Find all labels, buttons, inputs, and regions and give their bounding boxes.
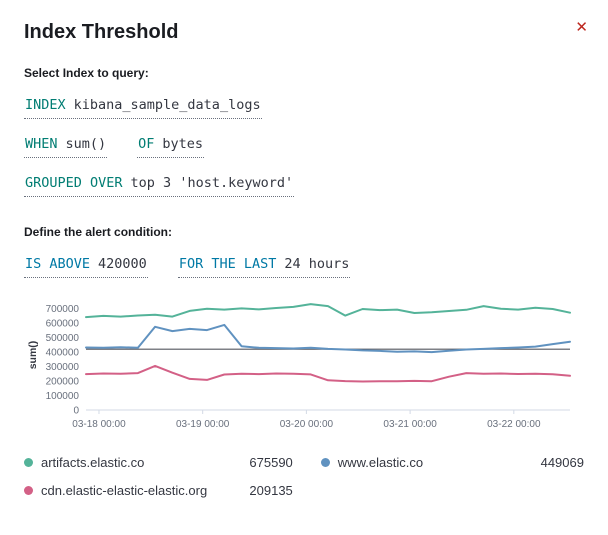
svg-text:03-19 00:00: 03-19 00:00 (176, 419, 230, 430)
of-expression[interactable]: OF bytes (137, 135, 205, 158)
series-label: cdn.elastic-elastic-elastic.org (41, 482, 208, 498)
grouped-over-keyword: GROUPED OVER (25, 175, 123, 191)
of-keyword: OF (138, 136, 155, 152)
page-title: Index Threshold (24, 21, 179, 43)
series-label: www.elastic.co (337, 454, 424, 470)
svg-text:03-22 00:00: 03-22 00:00 (487, 419, 541, 430)
grouped-over-expression[interactable]: GROUPED OVER top 3 'host.keyword' (24, 174, 295, 197)
series-current-value: 449069 (540, 454, 584, 470)
svg-text:600000: 600000 (46, 319, 80, 330)
for-the-last-value: 24 hours (284, 256, 350, 272)
index-value: kibana_sample_data_logs (73, 97, 261, 113)
series-color-dot (24, 457, 33, 467)
svg-text:300000: 300000 (46, 362, 80, 373)
svg-text:500000: 500000 (46, 333, 80, 344)
series-current-value: 675590 (249, 454, 293, 470)
for-the-last-keyword: FOR THE LAST (178, 256, 277, 272)
is-above-value: 420000 (98, 256, 147, 272)
index-expression[interactable]: INDEX kibana_sample_data_logs (24, 96, 262, 119)
when-expression[interactable]: WHEN sum() (24, 135, 108, 158)
legend-item: artifacts.elastic.co 675590 (24, 448, 321, 476)
select-index-label: Select Index to query: (24, 66, 149, 80)
svg-text:100000: 100000 (46, 391, 80, 402)
series-label: artifacts.elastic.co (41, 454, 145, 470)
svg-text:400000: 400000 (46, 348, 80, 359)
close-icon[interactable]: ✕ (571, 16, 592, 39)
svg-text:03-18 00:00: 03-18 00:00 (72, 419, 126, 430)
for-the-last-expression[interactable]: FOR THE LAST 24 hours (177, 255, 351, 278)
svg-text:sum(): sum() (27, 341, 39, 370)
is-above-expression[interactable]: IS ABOVE 420000 (24, 255, 148, 278)
svg-text:03-21 00:00: 03-21 00:00 (383, 419, 437, 430)
series-color-dot (24, 485, 33, 495)
svg-text:200000: 200000 (46, 377, 80, 388)
grouped-over-value: top 3 'host.keyword' (130, 175, 294, 191)
condition-label: Define the alert condition: (24, 225, 173, 239)
svg-text:700000: 700000 (46, 304, 80, 315)
of-value: bytes (162, 136, 204, 152)
is-above-keyword: IS ABOVE (25, 256, 91, 272)
legend-item: www.elastic.co 449069 (320, 448, 584, 476)
series-color-dot (320, 457, 330, 467)
legend-item: cdn.elastic-elastic-elastic.org 209135 (24, 476, 321, 504)
when-value: sum() (65, 136, 107, 152)
svg-text:03-20 00:00: 03-20 00:00 (280, 419, 334, 430)
index-keyword: INDEX (25, 97, 66, 113)
series-current-value: 209135 (249, 482, 293, 498)
threshold-preview-chart: 0 100000 200000 300000 400000 500000 600000 700… (24, 292, 584, 440)
svg-text:0: 0 (73, 406, 79, 417)
chart-legend: artifacts.elastic.co 675590 www.elastic.… (24, 448, 584, 504)
threshold-chart-svg: 0 100000 200000 300000 400000 500000 600000 700… (27, 303, 571, 430)
when-keyword: WHEN (25, 136, 58, 152)
